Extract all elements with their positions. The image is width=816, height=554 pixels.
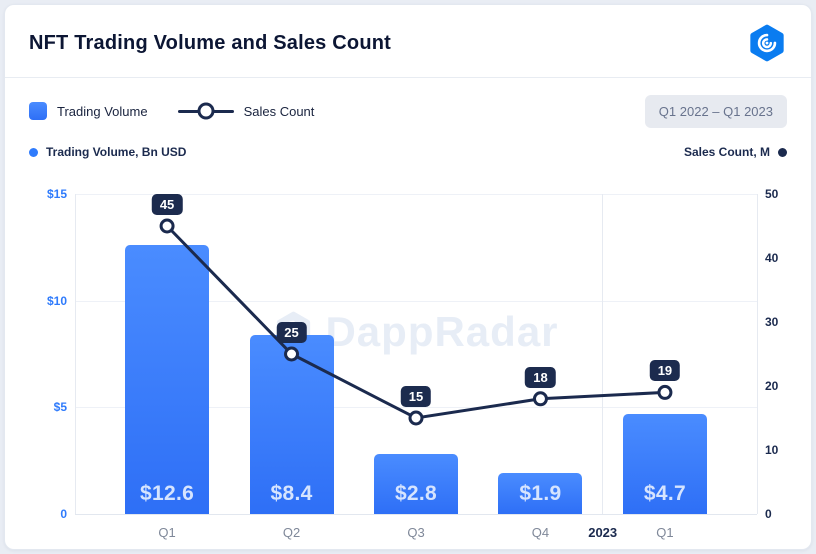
volume-swatch-icon [29,102,47,120]
year-label: 2023 [588,525,618,540]
left-axis-tick: $5 [53,400,67,415]
x-axis-label-1: Q1 [158,525,176,540]
left-axis: $15 $10 $5 0 [25,187,75,521]
dappradar-logo-icon [747,23,787,63]
legend-sales-count[interactable]: Sales Count [177,102,315,120]
right-axis-tick: 40 [765,251,779,265]
chart-card: NFT Trading Volume and Sales Count Tradi… [4,4,812,550]
x-axis-label-4: Q4 [531,525,550,540]
sales-point-3 [408,410,424,426]
header-divider [5,77,811,78]
left-axis-caption-text: Trading Volume, Bn USD [46,145,187,159]
bar-value-label: $1.9 [519,482,562,505]
bar-value-label: $4.7 [643,482,686,505]
bar-value-label: $12.6 [140,482,195,505]
sales-point-1 [159,218,175,234]
x-axis-label-3: Q3 [407,525,425,540]
left-axis-tick: $10 [46,293,67,308]
x-axis-label-2: Q2 [282,525,301,540]
volume-bar-4: $1.9 [498,473,583,514]
date-range-badge: Q1 2022 – Q1 2023 [644,94,787,128]
gridline-h [75,407,757,409]
right-axis: 50 40 30 20 10 0 [757,187,791,521]
legend-sales-label: Sales Count [243,103,315,119]
sales-point-2 [284,346,300,362]
left-axis-caption: Trading Volume, Bn USD [29,145,186,159]
right-axis-tick: 20 [765,379,779,393]
sales-line [159,218,673,426]
volume-bar-3: $2.8 [374,454,458,514]
gridline-h [75,194,757,195]
volume-bar-2: $8.4 [249,334,334,514]
gridline-v [756,194,758,514]
right-axis-tick: 50 [765,187,779,201]
sales-point-5 [657,384,673,400]
right-axis-tick: 0 [765,507,772,521]
chart: $15 $10 $5 0 DappRadar $12.6 $8.4 $2.8 $1.9 $4.… [5,187,811,546]
right-axis-caption-text: Sales Count, M [683,145,770,159]
sales-badge-1: 45 [151,194,183,215]
plot-area: DappRadar $12.6 $8.4 $2.8 $1.9 $4.7 45 25 15 18 1… [74,194,758,515]
left-axis-tick: $15 [46,187,67,201]
right-axis-tick: 30 [765,315,779,329]
volume-bar-5: $4.7 [622,413,707,514]
left-axis-tick: 0 [60,507,67,521]
sales-point-4 [532,391,548,407]
right-axis-caption: Sales Count, M [684,145,787,159]
bar-value-label: $8.4 [270,482,313,505]
volume-bar-1: $12.6 [125,245,210,514]
sales-badge-3: 15 [400,386,432,407]
gridline-v [602,194,604,514]
sales-line-icon [177,102,234,120]
watermark-text: DappRadar [325,308,559,355]
plot-column: DappRadar $12.6 $8.4 $2.8 $1.9 $4.7 45 25 15 18 1… [74,194,758,546]
sales-line-marker-icon [197,102,215,120]
volume-dot-icon [29,147,38,157]
gridline-v [74,194,76,514]
card-header: NFT Trading Volume and Sales Count [5,5,811,77]
axis-captions: Trading Volume, Bn USD Sales Count, M [5,144,811,160]
sales-badge-4: 18 [525,366,556,388]
bar-value-label: $2.8 [394,482,438,505]
x-axis: Q1 Q2 Q3 Q4 Q1 2023 [75,520,757,546]
legend-volume-label: Trading Volume [57,103,148,119]
sales-dot-icon [778,147,787,157]
page-title: NFT Trading Volume and Sales Count [29,31,392,54]
gridline-h [75,514,757,515]
x-axis-label-5: Q1 [656,525,674,540]
legend-trading-volume[interactable]: Trading Volume [29,102,148,120]
legend: Trading Volume Sales Count Q1 2022 – Q1 … [5,78,811,128]
sales-badge-5: 19 [649,360,681,382]
right-axis-tick: 10 [765,443,779,457]
gridline-h [75,300,757,302]
sales-badge-2: 25 [276,322,307,343]
